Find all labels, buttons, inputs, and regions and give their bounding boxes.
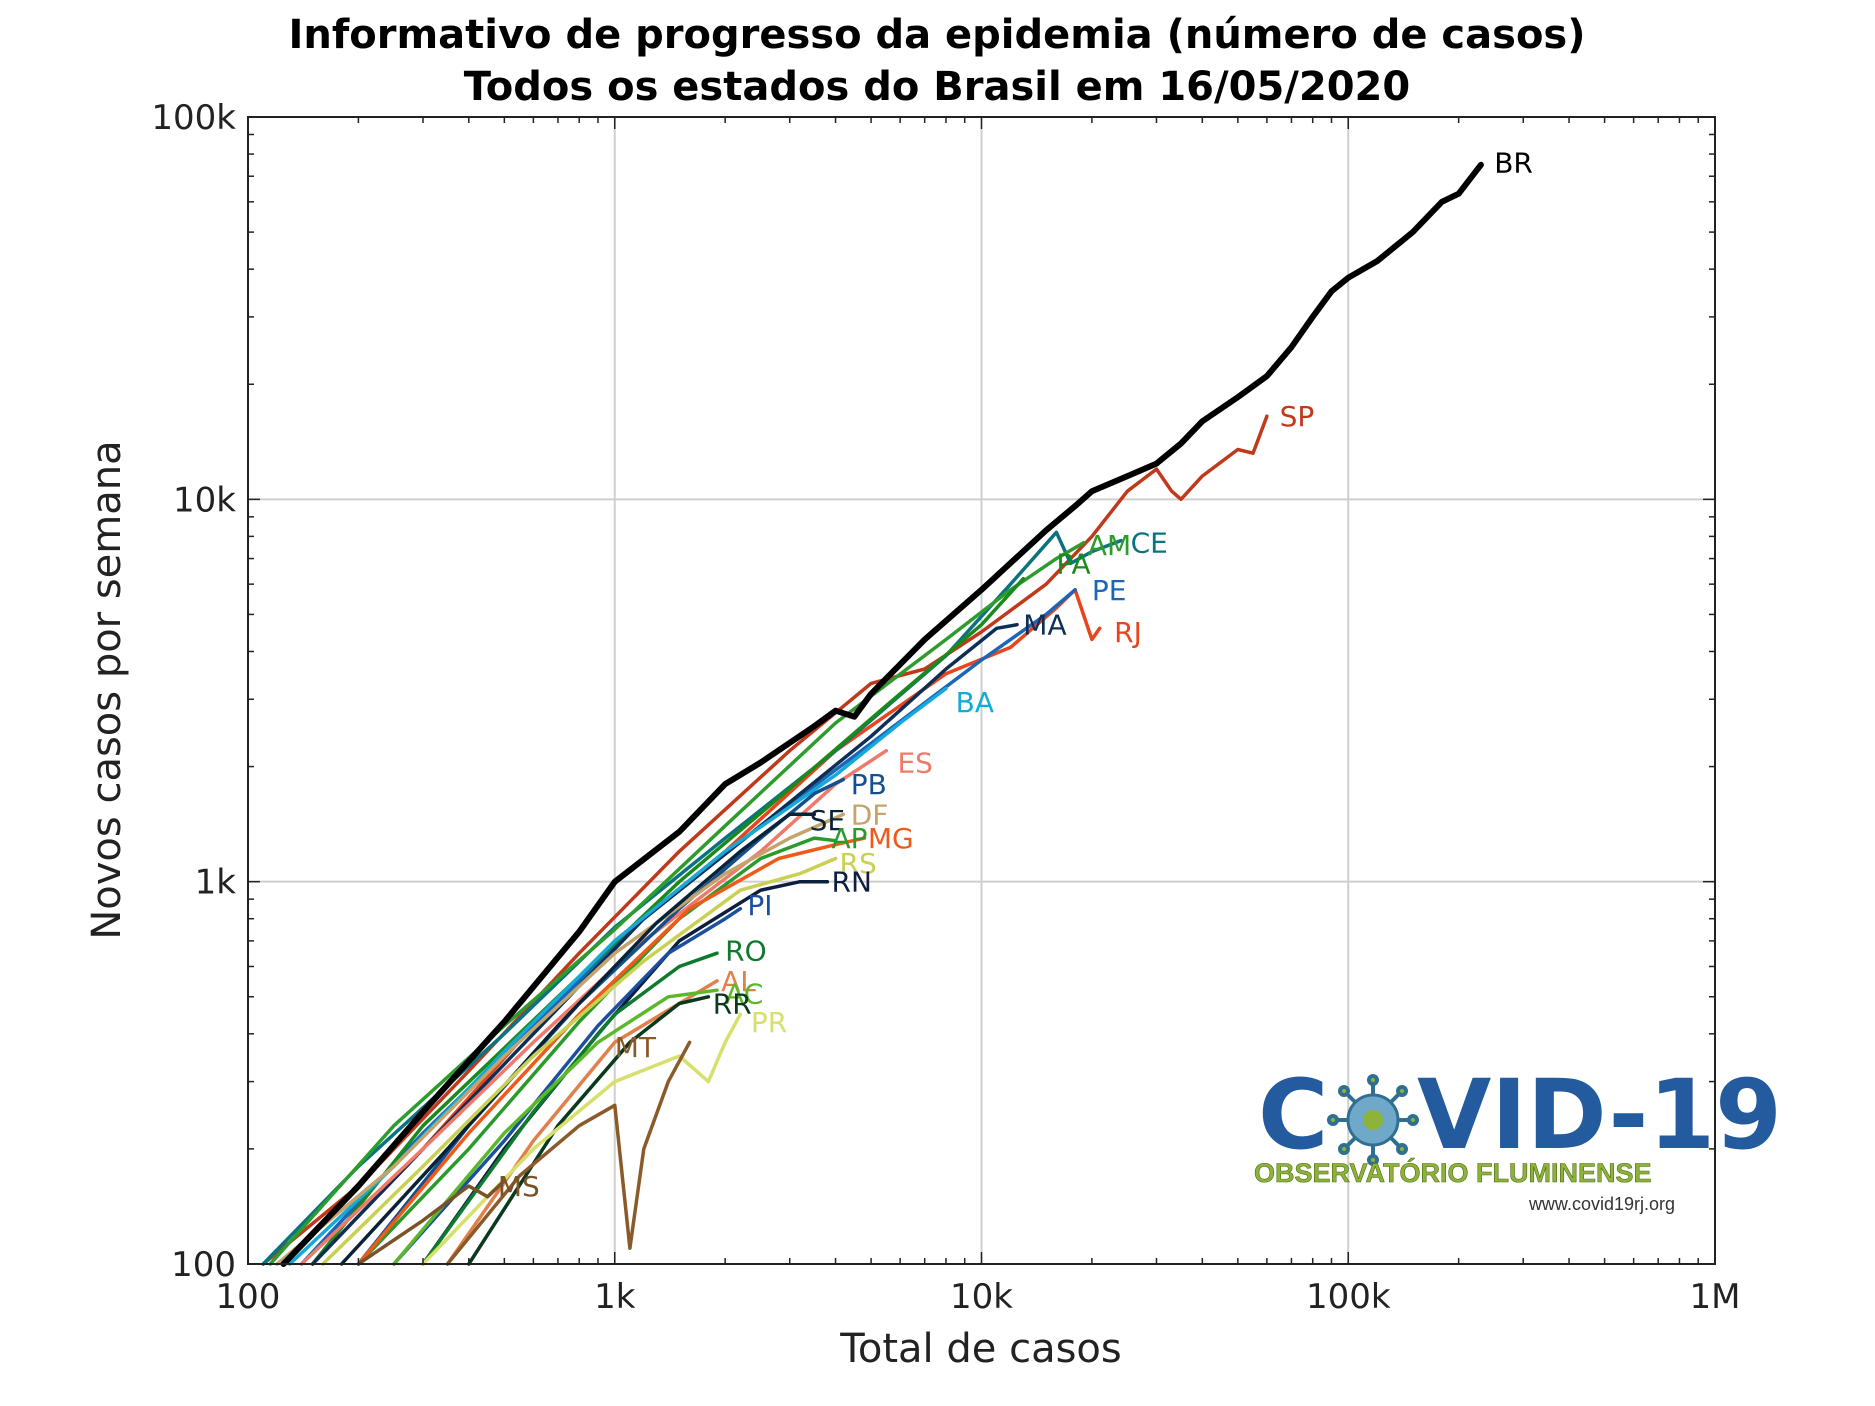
y-tick-label: 100k	[151, 98, 236, 138]
series-label-ce: CE	[1131, 527, 1168, 560]
series-line-sp	[261, 414, 1269, 1266]
series-label-pi: PI	[747, 889, 772, 922]
chart-title-line2: Todos os estados do Brasil em 16/05/2020	[464, 64, 1410, 110]
x-tick-label: 1M	[1690, 1277, 1741, 1317]
covid19-logo: C VID-19 OBSERVATÓRIO FLUMINENSE www.cov…	[1254, 1059, 1782, 1214]
x-tick-label: 1k	[594, 1277, 636, 1317]
series-label-ap: AP	[832, 822, 868, 855]
series-label-es: ES	[897, 746, 932, 779]
series-label-al: AL	[721, 965, 756, 998]
series-line-mg	[356, 836, 867, 1266]
x-tick-label: 100	[216, 1277, 281, 1317]
series-label-ro: RO	[725, 935, 767, 968]
series-line-se	[339, 812, 817, 1266]
series-line-pi	[392, 906, 743, 1266]
series-line-pr	[421, 1012, 743, 1266]
series-lines	[261, 161, 1484, 1267]
series-line-df	[275, 812, 846, 1266]
y-tick-label: 10k	[173, 480, 236, 520]
series-label-rn: RN	[832, 866, 872, 899]
series-label-df: DF	[851, 798, 889, 831]
series-label-pe: PE	[1092, 574, 1127, 607]
series-line-ro	[421, 951, 719, 1266]
series-label-se: SE	[810, 804, 845, 837]
logo-url: www.covid19rj.org	[1528, 1194, 1675, 1214]
y-tick-label: 100	[171, 1245, 236, 1285]
series-line-ms	[356, 1179, 507, 1266]
series-label-ac: AC	[725, 977, 763, 1010]
series-label-mt: MT	[615, 1031, 657, 1064]
x-tick-label: 100k	[1306, 1277, 1391, 1317]
series-label-rs: RS	[839, 847, 876, 880]
series-line-rr	[467, 995, 711, 1266]
series-line-br	[280, 161, 1484, 1267]
series-label-pr: PR	[751, 1006, 787, 1039]
grid	[248, 117, 1715, 1264]
series-label-pb: PB	[851, 768, 887, 801]
series-line-pa	[310, 576, 1026, 1266]
axis-ticks: 100 1k 10k 100k 1M 100 1k 10k 100k	[151, 98, 1740, 1317]
series-label-am: AM	[1088, 529, 1131, 562]
logo-text-c: C	[1258, 1059, 1328, 1171]
series-label-rr: RR	[713, 988, 752, 1021]
series-label-br: BR	[1494, 147, 1533, 180]
series-label-sp: SP	[1280, 400, 1315, 433]
series-label-pa: PA	[1056, 547, 1090, 580]
virus-icon	[1327, 1074, 1419, 1166]
y-axis-label: Novos casos por semana	[84, 440, 130, 939]
series-label-rj: RJ	[1114, 616, 1142, 649]
logo-subtitle: OBSERVATÓRIO FLUMINENSE	[1254, 1157, 1652, 1188]
series-line-ac	[392, 988, 719, 1266]
x-tick-label: 10k	[950, 1277, 1013, 1317]
series-line-rs	[321, 856, 838, 1266]
chart-title-line1: Informativo de progresso da epidemia (nú…	[288, 12, 1585, 58]
series-label-ba: BA	[956, 686, 994, 719]
series-line-rn	[421, 879, 830, 1266]
series-line-am	[268, 540, 1086, 1266]
series-line-mt	[445, 1040, 692, 1266]
logo-text-vid19: VID-19	[1417, 1059, 1782, 1171]
series-label-mg: MG	[868, 822, 914, 855]
series-label-ma: MA	[1023, 609, 1066, 642]
series-label-ms: MS	[498, 1170, 540, 1203]
x-axis-label: Total de casos	[839, 1326, 1122, 1372]
y-tick-label: 1k	[195, 863, 237, 903]
